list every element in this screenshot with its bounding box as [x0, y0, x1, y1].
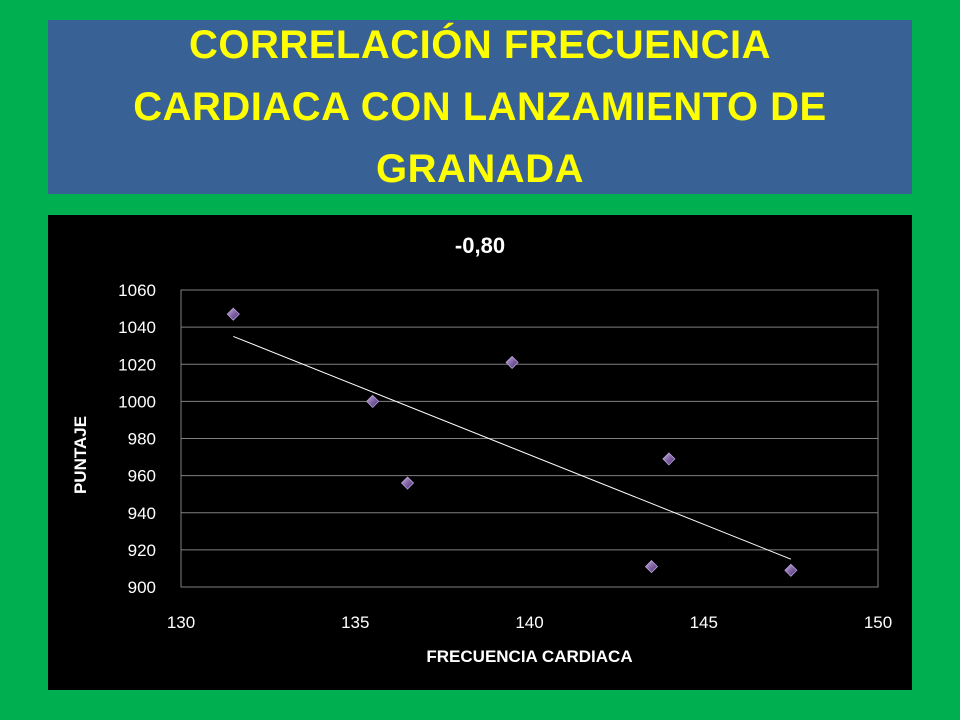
- chart-title: -0,80: [454, 233, 506, 258]
- x-tick-label: 145: [690, 613, 718, 632]
- y-axis-label: PUNTAJE: [71, 415, 90, 495]
- y-tick-label: 940: [128, 504, 156, 523]
- x-tick-label: 140: [515, 613, 543, 632]
- y-tick-label: 920: [128, 541, 156, 560]
- chart-panel: 900 920 940 960 980 1000 1020 1040 1060 130 135 140…: [48, 215, 912, 690]
- data-point: [366, 394, 380, 408]
- y-tick-label: 1000: [118, 392, 156, 411]
- y-tick-label: 1040: [118, 318, 156, 337]
- data-point: [662, 452, 676, 466]
- data-point: [784, 563, 798, 577]
- title-banner: CORRELACIÓN FRECUENCIA CARDIACA CON LANZ…: [48, 20, 912, 194]
- data-point: [644, 560, 659, 574]
- data-point: [400, 476, 415, 490]
- y-tick-label: 980: [128, 430, 156, 449]
- y-tick-label: 960: [128, 467, 156, 486]
- y-tick-label: 1020: [118, 355, 156, 374]
- x-tick-label: 135: [341, 613, 369, 632]
- y-tick-label: 1060: [118, 281, 156, 300]
- trendline: [233, 335, 792, 560]
- y-tick-label: 900: [128, 578, 156, 597]
- data-point: [226, 307, 240, 321]
- slide-title: CORRELACIÓN FRECUENCIA CARDIACA CON LANZ…: [133, 23, 827, 191]
- scatter-chart: 900 920 940 960 980 1000 1020 1040 1060 130 135 140…: [118, 281, 892, 632]
- x-tick-label: 150: [864, 613, 892, 632]
- data-point: [505, 355, 519, 369]
- x-axis-label: FRECUENCIA CARDIACA: [426, 647, 633, 666]
- x-tick-label: 130: [167, 613, 195, 632]
